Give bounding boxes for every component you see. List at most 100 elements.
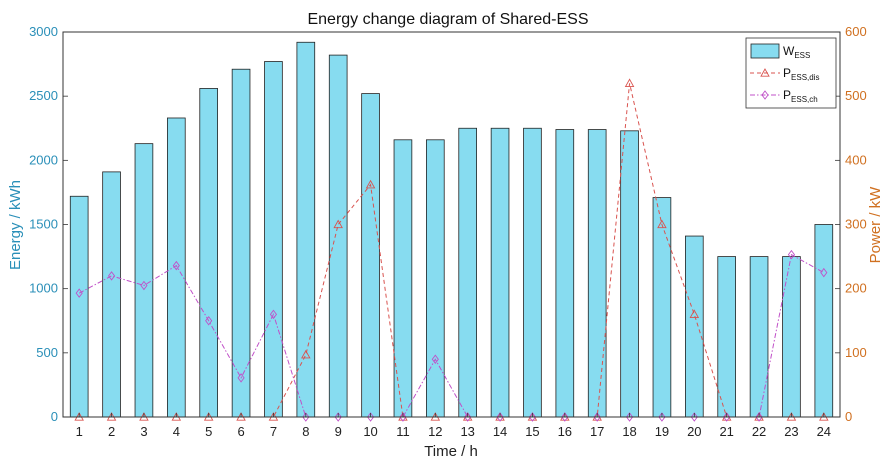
legend-label-main-ESS-ch: P [783,88,791,102]
point-ESS-ch-6 [237,373,245,383]
series-line-ESS-dis [79,83,824,418]
x-tick-label-13: 13 [460,424,474,439]
y-right-tick-label-300: 300 [845,217,867,232]
x-tick-label-15: 15 [525,424,539,439]
bar-17 [587,129,607,418]
x-tick-label-8: 8 [302,424,309,439]
bar-23 [782,256,801,418]
point-ESS-ch-2 [108,271,116,281]
chart-title: Energy change diagram of Shared-ESS [307,11,588,28]
bar-19 [652,197,672,418]
x-tick-label-20: 20 [687,424,701,439]
bar-22 [749,256,769,418]
x-tick-label-10: 10 [363,424,377,439]
point-ESS-ch-23 [787,249,796,260]
legend-label-main-ESS-dis: P [783,66,791,80]
point-ESS-dis-9 [333,219,343,229]
series-line-ESS-ch [78,253,825,418]
bar-10 [361,93,380,418]
bar-12 [426,139,445,418]
bar-9 [328,54,348,418]
point-ESS-ch-14 [496,412,504,422]
point-ESS-ch-15 [528,412,536,422]
x-tick-label-1: 1 [76,424,83,439]
bar-14 [490,127,510,418]
point-ESS-ch-18 [626,412,634,422]
point-ESS-ch-17 [593,412,601,422]
point-ESS-dis-19 [657,219,667,229]
x-tick-label-18: 18 [622,424,636,439]
bar-5 [199,88,218,418]
x-tick-label-21: 21 [719,424,733,439]
bars-layer [69,41,834,418]
legend-label-ESS: WESS [783,44,810,60]
bar-24 [814,224,834,418]
x-tick-label-17: 17 [590,424,604,439]
legend-label-sub-ESS-ch: ESS,ch [791,95,818,104]
point-ESS-ch-5 [205,316,213,326]
y-left-tick-label-1000: 1000 [29,281,58,296]
y-right-tick-label-600: 600 [845,24,867,39]
point-ESS-dis-8 [301,349,311,359]
point-ESS-ch-3 [140,280,148,291]
point-ESS-ch-1 [75,288,83,298]
bar-3 [134,143,154,418]
bar-16 [555,129,575,418]
y-right-tick-label-500: 500 [845,88,867,103]
point-ESS-ch-24 [820,267,828,278]
point-ESS-ch-4 [172,260,180,271]
bar-20 [685,235,704,418]
point-ESS-dis-10 [365,179,376,189]
y-left-tick-label-500: 500 [36,345,58,360]
point-ESS-ch-7 [269,309,277,320]
x-tick-label-4: 4 [173,424,180,439]
bar-18 [620,130,639,418]
bar-8 [296,41,316,418]
x-tick-label-14: 14 [493,424,507,439]
point-ESS-dis-18 [624,78,635,87]
y-left-tick-label-2000: 2000 [29,152,58,167]
bar-4 [167,117,186,418]
point-ESS-ch-10 [367,412,375,422]
lines-layer [74,78,829,422]
legend-label-sub-ESS-dis: ESS,dis [791,73,819,82]
bar-7 [264,61,283,418]
bar-15 [523,127,542,418]
point-ESS-ch-8 [302,412,310,422]
legend-marker-ESS-ch [761,90,769,100]
bar-11 [393,139,413,418]
x-tick-label-19: 19 [655,424,669,439]
x-tick-label-6: 6 [237,424,244,439]
y-right-tick-label-400: 400 [845,152,867,167]
bar-2 [102,171,121,418]
legend-label-ESS-ch: PESS,ch [783,88,818,104]
y-axis-left-label: Energy / kWh [7,180,24,270]
y-right-tick-label-100: 100 [845,345,867,360]
legend-label-sub-ESS: ESS [794,51,810,60]
y-left-tick-label-2500: 2500 [29,88,58,103]
y-axis-right-label: Power / kW [867,186,884,264]
x-tick-label-9: 9 [335,424,342,439]
x-axis-label: Time / h [424,443,478,458]
x-tick-label-3: 3 [140,424,147,439]
x-tick-label-11: 11 [396,424,410,439]
point-ESS-ch-20 [690,412,698,422]
x-tick-label-23: 23 [784,424,798,439]
x-axis-ticks: 1 2 3 4 5 6 7 8 9 10 11 12 13 14 15 16 17 18 19 20 21 22 23 24 [76,413,831,439]
point-ESS-ch-11 [399,412,407,422]
x-tick-label-12: 12 [428,424,442,439]
y-right-tick-label-200: 200 [845,281,867,296]
x-tick-label-7: 7 [270,424,277,439]
bar-1 [69,195,89,418]
point-ESS-ch-21 [723,412,731,422]
point-ESS-ch-22 [755,412,763,422]
y-left-tick-label-0: 0 [51,409,58,424]
x-tick-label-2: 2 [108,424,115,439]
bar-13 [458,127,477,418]
point-ESS-ch-12 [431,354,439,364]
point-ESS-dis-20 [689,309,700,318]
x-tick-label-16: 16 [558,424,572,439]
y-left-tick-label-1500: 1500 [29,217,58,232]
